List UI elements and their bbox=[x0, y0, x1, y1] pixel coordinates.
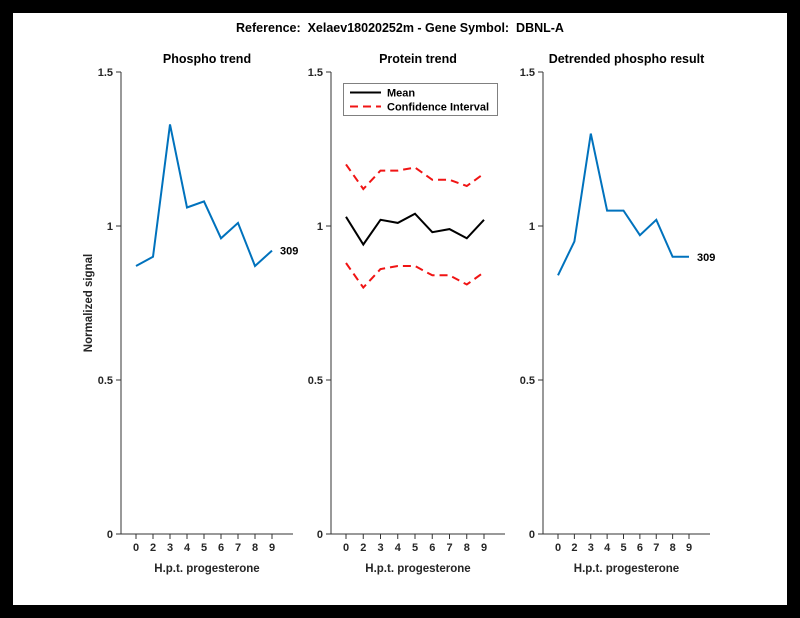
y-tick-label: 1 bbox=[529, 221, 535, 233]
figure-frame: Reference: Xelaev18020252m - Gene Symbol… bbox=[13, 13, 787, 605]
x-tick-label: 4 bbox=[395, 542, 402, 554]
x-tick-label: 5 bbox=[620, 542, 626, 554]
x-tick-label: 9 bbox=[686, 542, 692, 554]
x-tick-label: 3 bbox=[167, 542, 173, 554]
x-axis-label: H.p.t. progesterone bbox=[365, 563, 470, 575]
x-tick-label: 2 bbox=[571, 542, 577, 554]
series-line-ci-upper bbox=[345, 163, 485, 191]
subplot-1: 00.511.50 2 3 4 5 6 7 8 9H.p.t. progesteroneProt… bbox=[308, 52, 505, 575]
y-tick-label: 0.5 bbox=[308, 375, 323, 387]
x-tick-label: 0 bbox=[133, 542, 139, 554]
legend-label: Mean bbox=[387, 88, 415, 100]
figure-title: Reference: Xelaev18020252m - Gene Symbol… bbox=[236, 21, 564, 35]
y-tick-label: 1 bbox=[317, 221, 323, 233]
legend-label: Confidence Interval bbox=[387, 102, 489, 114]
x-tick-label: 2 bbox=[360, 542, 366, 554]
x-tick-label: 0 bbox=[555, 542, 561, 554]
y-tick-label: 0.5 bbox=[520, 375, 535, 387]
x-tick-label: 3 bbox=[377, 542, 383, 554]
y-tick-label: 1.5 bbox=[308, 67, 323, 79]
series-line-ci-lower bbox=[345, 262, 485, 290]
legend-box bbox=[343, 83, 498, 116]
subplot-2: 00.511.50 2 3 4 5 6 7 8 9H.p.t. progesteroneDetr… bbox=[520, 52, 716, 575]
x-tick-label: 7 bbox=[653, 542, 659, 554]
y-axis-label: Normalized signal bbox=[83, 254, 95, 352]
x-tick-label: 6 bbox=[429, 542, 435, 554]
x-tick-label: 6 bbox=[218, 542, 224, 554]
x-tick-label: 6 bbox=[637, 542, 643, 554]
x-tick-label: 7 bbox=[235, 542, 241, 554]
x-tick-label: 5 bbox=[201, 542, 207, 554]
subplot-title: Phospho trend bbox=[163, 52, 251, 66]
x-tick-label: 9 bbox=[269, 542, 275, 554]
subplot-title: Protein trend bbox=[379, 52, 457, 66]
y-tick-label: 1.5 bbox=[98, 67, 113, 79]
subplot-0: 00.511.50 2 3 4 5 6 7 8 9H.p.t. progesteroneNorm… bbox=[83, 52, 298, 575]
x-tick-label: 5 bbox=[412, 542, 418, 554]
y-tick-label: 0 bbox=[317, 529, 323, 541]
series-end-label: 309 bbox=[280, 246, 298, 258]
x-tick-label: 4 bbox=[604, 542, 611, 554]
y-tick-label: 0.5 bbox=[98, 375, 113, 387]
y-tick-label: 0 bbox=[107, 529, 113, 541]
series-line-mean bbox=[345, 212, 485, 247]
x-axis-label: H.p.t. progesterone bbox=[574, 563, 679, 575]
x-tick-label: 7 bbox=[446, 542, 452, 554]
x-tick-label: 8 bbox=[252, 542, 258, 554]
legend: Mean Confidence Interval bbox=[343, 83, 498, 116]
x-tick-label: 8 bbox=[670, 542, 676, 554]
series-end-label: 309 bbox=[697, 252, 715, 264]
x-tick-label: 4 bbox=[184, 542, 191, 554]
x-tick-label: 3 bbox=[588, 542, 594, 554]
x-tick-label: 8 bbox=[464, 542, 470, 554]
subplot-title: Detrended phospho result bbox=[549, 52, 705, 66]
series-line-phospho-signal bbox=[135, 124, 273, 268]
y-tick-label: 0 bbox=[529, 529, 535, 541]
y-tick-label: 1 bbox=[107, 221, 113, 233]
series-line-detrended-phospho-signal bbox=[557, 133, 689, 276]
x-tick-label: 9 bbox=[481, 542, 487, 554]
x-tick-label: 0 bbox=[343, 542, 349, 554]
x-axis-label: H.p.t. progesterone bbox=[154, 563, 259, 575]
x-tick-label: 2 bbox=[150, 542, 156, 554]
y-tick-label: 1.5 bbox=[520, 67, 535, 79]
